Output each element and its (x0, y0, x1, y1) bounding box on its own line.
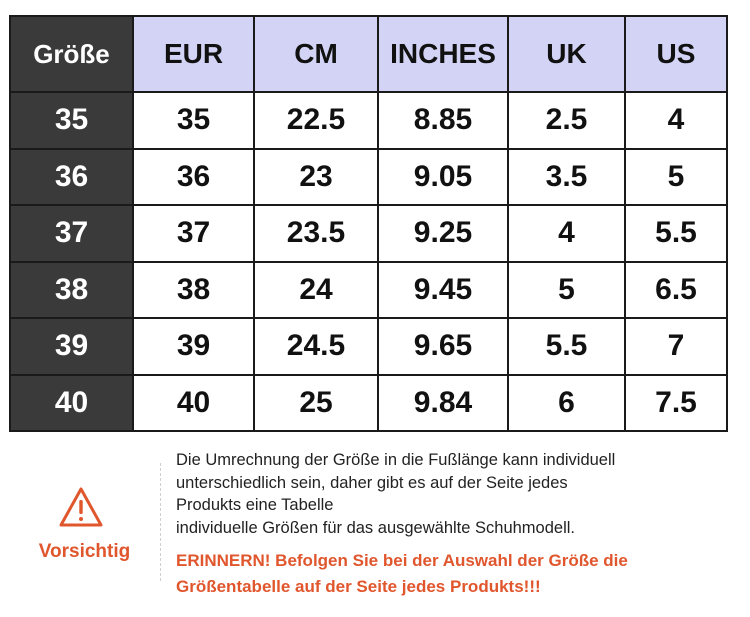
table-cell: 5.5 (626, 206, 726, 261)
reminder-text: ERINNERN! Befolgen Sie bei der Auswahl d… (176, 548, 736, 600)
row-size-label: 37 (11, 206, 132, 261)
header-uk: UK (509, 17, 624, 91)
table-cell: 3.5 (509, 149, 624, 204)
row-size-label: 39 (11, 319, 132, 374)
size-chart-table: Größe EUR CM INCHES UK US 35 35 22.5 8.8… (9, 15, 728, 432)
notice-line: Die Umrechnung der Größe in die Fußlänge… (176, 451, 616, 469)
row-size-label: 35 (11, 93, 132, 148)
table-cell: 2.5 (509, 93, 624, 148)
reminder-line: Größentabelle auf der Seite jedes Produk… (176, 577, 541, 596)
notice-line: individuelle Größen für das ausgewählte … (176, 518, 575, 537)
table-cell: 36 (134, 149, 253, 204)
table-cell: 24.5 (255, 319, 377, 374)
table-cell: 9.65 (379, 319, 507, 374)
header-eur: EUR (134, 17, 253, 91)
reminder-line: ERINNERN! Befolgen Sie bei der Auswahl d… (176, 551, 628, 570)
header-size: Größe (11, 17, 132, 91)
header-cm: CM (255, 17, 377, 91)
header-inches: INCHES (379, 17, 507, 91)
table-cell: 9.45 (379, 262, 507, 317)
table-cell: 9.84 (379, 375, 507, 430)
divider (160, 463, 161, 581)
notice-text: Die Umrechnung der Größe in die Fußlänge… (176, 449, 716, 539)
table-cell: 23.5 (255, 206, 377, 261)
table-cell: 5 (509, 262, 624, 317)
table-cell: 35 (134, 93, 253, 148)
notice-line: unterschiedlich sein, daher gibt es auf … (176, 473, 568, 492)
row-size-label: 38 (11, 262, 132, 317)
table-cell: 4 (509, 206, 624, 261)
table-cell: 6.5 (626, 262, 726, 317)
table-cell: 9.25 (379, 206, 507, 261)
table-cell: 6 (509, 375, 624, 430)
table-cell: 37 (134, 206, 253, 261)
warning-label: Vorsichtig (38, 541, 131, 562)
table-cell: 25 (255, 375, 377, 430)
warning-triangle-icon (59, 487, 103, 527)
notice-line: Produkts eine Tabelle (176, 496, 334, 514)
table-cell: 38 (134, 262, 253, 317)
table-cell: 39 (134, 319, 253, 374)
table-cell: 40 (134, 375, 253, 430)
table-cell: 8.85 (379, 93, 507, 148)
table-cell: 9.05 (379, 149, 507, 204)
table-cell: 24 (255, 262, 377, 317)
table-cell: 7 (626, 319, 726, 374)
row-size-label: 40 (11, 375, 132, 430)
header-us: US (626, 17, 726, 91)
table-cell: 23 (255, 149, 377, 204)
table-cell: 4 (626, 93, 726, 148)
row-size-label: 36 (11, 149, 132, 204)
table-cell: 22.5 (255, 93, 377, 148)
table-cell: 7.5 (626, 375, 726, 430)
table-cell: 5 (626, 149, 726, 204)
table-cell: 5.5 (509, 319, 624, 374)
